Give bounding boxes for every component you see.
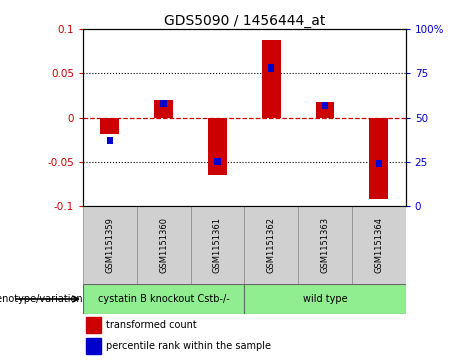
Bar [83, 284, 244, 314]
Bar [322, 102, 328, 109]
Text: cystatin B knockout Cstb-/-: cystatin B knockout Cstb-/- [98, 294, 230, 304]
Text: genotype/variation: genotype/variation [0, 294, 83, 304]
Text: percentile rank within the sample: percentile rank within the sample [106, 341, 271, 351]
Bar [262, 40, 281, 118]
Title: GDS5090 / 1456444_at: GDS5090 / 1456444_at [164, 14, 325, 28]
Bar [106, 137, 113, 144]
Bar [208, 118, 227, 175]
Bar [86, 338, 100, 354]
Bar [244, 206, 298, 284]
Bar [100, 118, 119, 134]
Bar [86, 317, 100, 333]
Bar [83, 206, 137, 284]
Bar [298, 206, 352, 284]
Bar [369, 118, 388, 199]
Text: GSM1151361: GSM1151361 [213, 217, 222, 273]
Bar [154, 100, 173, 118]
Bar [268, 65, 274, 72]
Bar [190, 206, 244, 284]
Text: wild type: wild type [303, 294, 347, 304]
Bar [376, 160, 382, 167]
Text: GSM1151364: GSM1151364 [374, 217, 383, 273]
Bar [160, 100, 167, 107]
Bar [214, 158, 221, 166]
Text: GSM1151362: GSM1151362 [267, 217, 276, 273]
Bar [137, 206, 190, 284]
Text: GSM1151363: GSM1151363 [320, 217, 330, 273]
Text: GSM1151360: GSM1151360 [159, 217, 168, 273]
Bar [352, 206, 406, 284]
Text: GSM1151359: GSM1151359 [106, 217, 114, 273]
Text: transformed count: transformed count [106, 320, 196, 330]
Bar [244, 284, 406, 314]
Bar [316, 102, 334, 118]
